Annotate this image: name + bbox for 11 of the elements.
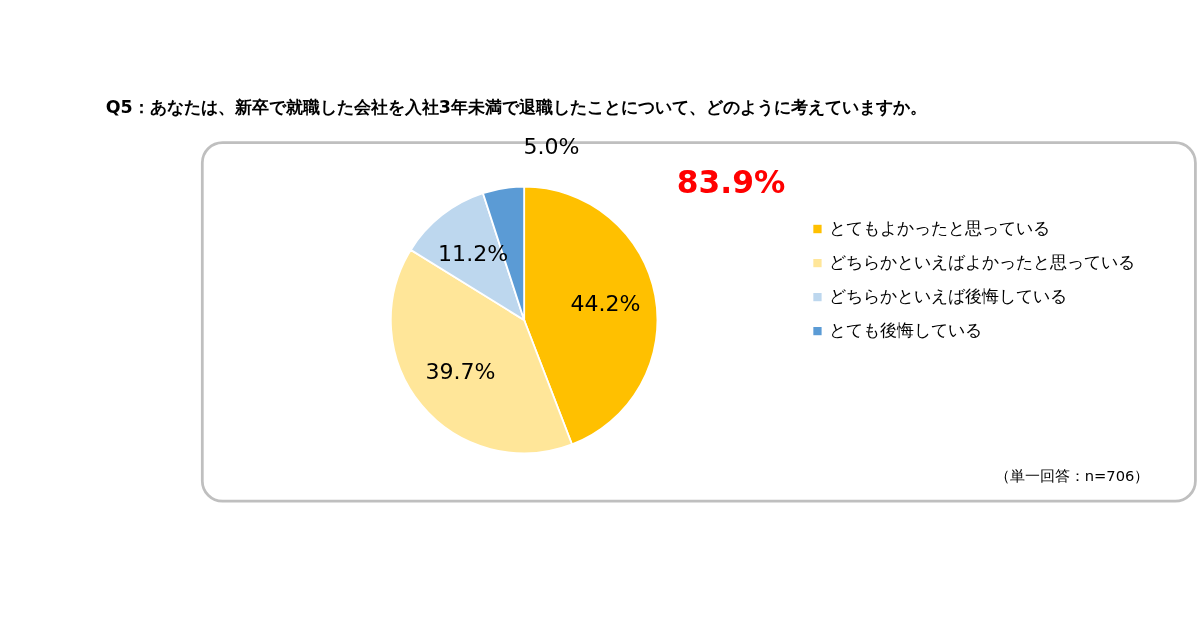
data-label: 39.7% xyxy=(425,359,496,385)
legend-label: どちらかといえば後悔している xyxy=(829,286,1068,306)
legend-label: とてもよかったと思っている xyxy=(829,218,1051,238)
text: 83.9% xyxy=(676,164,786,201)
data-label: 44.2% xyxy=(570,291,641,317)
data-label: 5.0% xyxy=(523,133,580,159)
legend-label: とても後悔している xyxy=(829,320,983,340)
legend-label: どちらかといえばよかったと思っている xyxy=(829,252,1136,272)
data-label: 11.2% xyxy=(438,241,509,267)
text: （単一回答：n=706） xyxy=(994,466,1150,484)
chart-title: Q5：あなたは、新卒で就職した会社を入社3年未満で退職したことについて、どのように考えていますか。 xyxy=(105,96,927,117)
